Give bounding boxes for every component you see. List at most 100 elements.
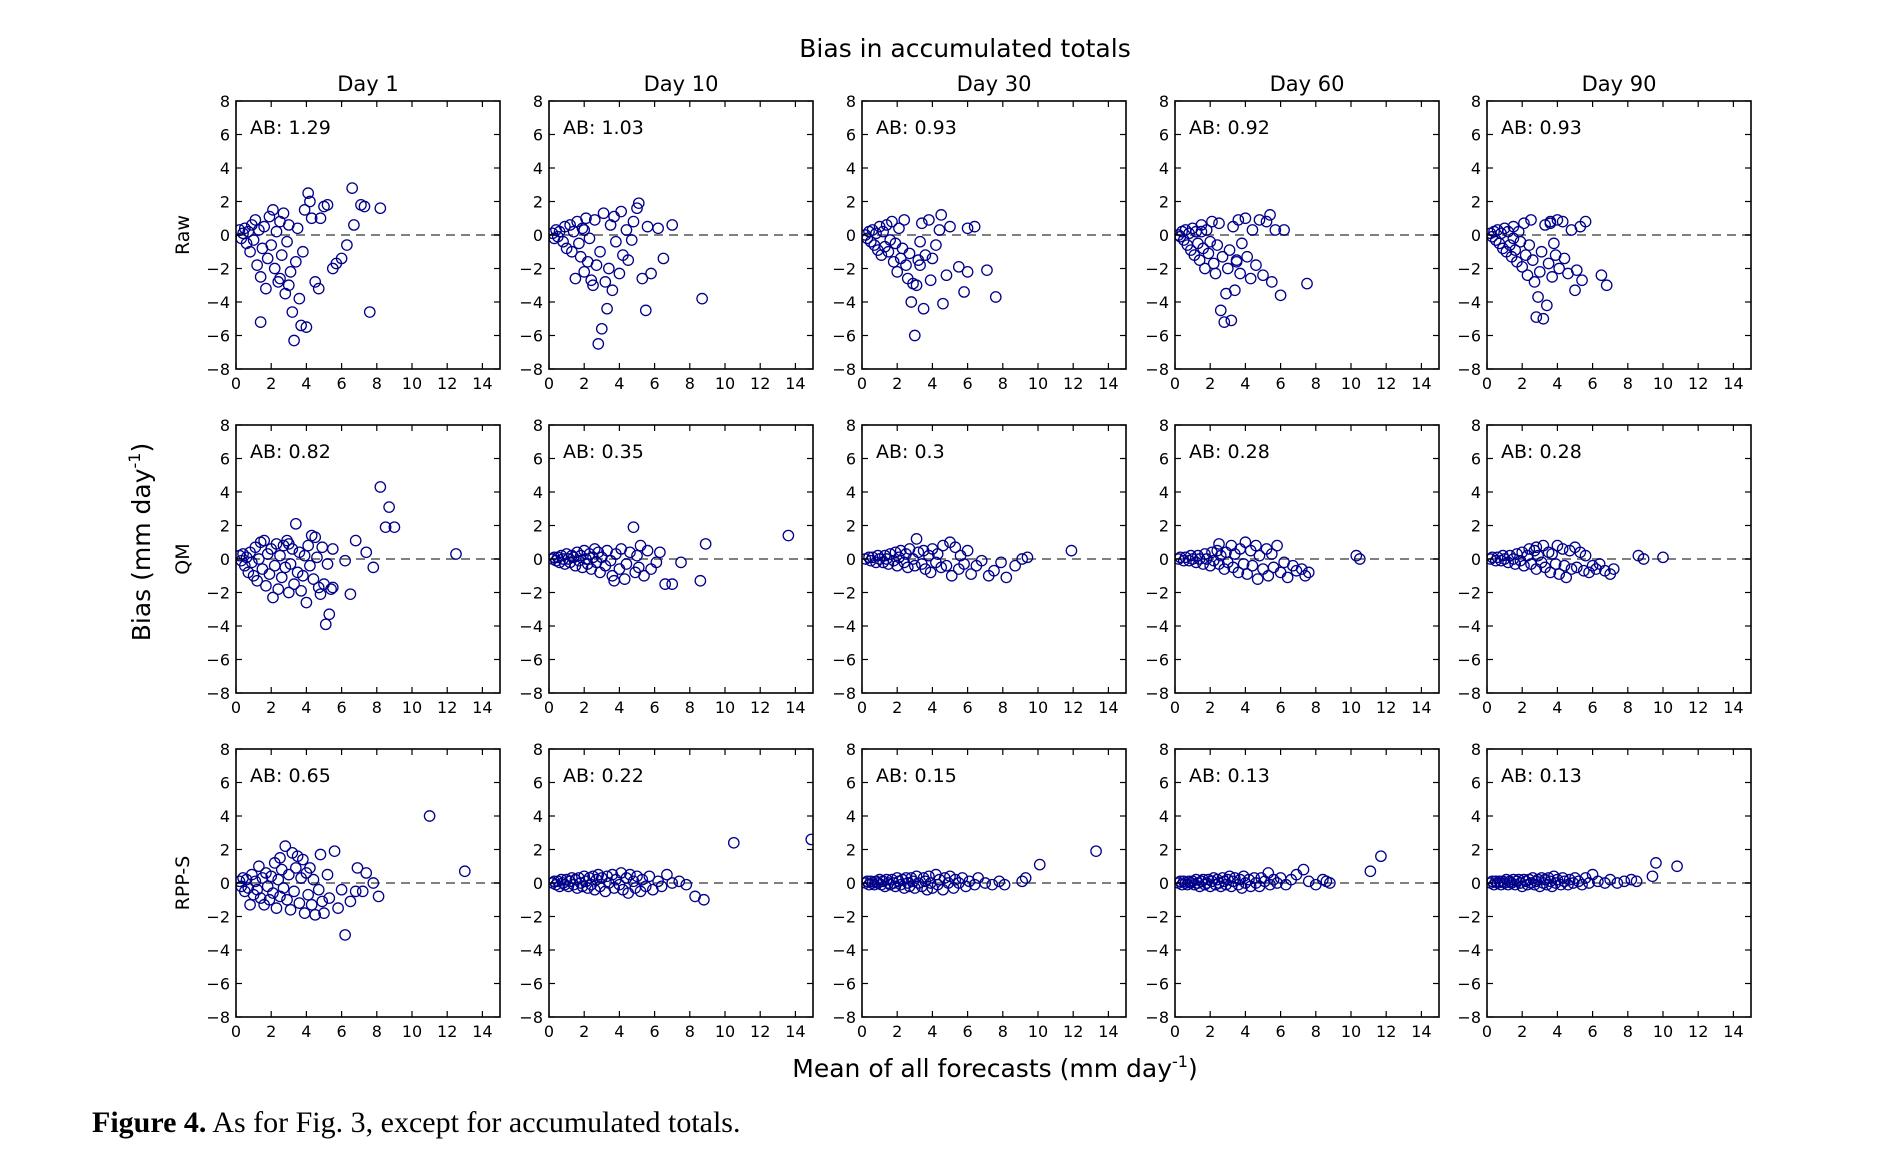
x-tick-label: 8 — [372, 1022, 382, 1041]
ab-annotation: AB: 0.15 — [876, 765, 957, 787]
data-point — [1375, 850, 1387, 863]
y-tick-label: 2 — [846, 517, 856, 536]
data-point — [349, 885, 362, 898]
data-point — [1496, 242, 1509, 255]
data-point — [1234, 267, 1246, 280]
data-point — [1546, 548, 1558, 560]
x-tick-label: 0 — [231, 374, 241, 393]
y-tick-label: 4 — [846, 159, 856, 178]
y-tick-label: −6 — [1145, 651, 1169, 670]
y-tick-label: 4 — [220, 807, 230, 826]
data-point — [727, 836, 740, 849]
data-point — [1558, 875, 1571, 888]
y-tick-label: 2 — [533, 193, 543, 212]
data-point — [1546, 271, 1558, 283]
data-point — [1237, 558, 1250, 570]
data-point — [594, 245, 606, 258]
data-point — [270, 902, 283, 914]
data-point — [1533, 265, 1546, 278]
data-point — [374, 202, 387, 215]
data-point — [254, 271, 267, 283]
data-point — [643, 870, 656, 883]
data-point — [1269, 224, 1282, 236]
data-point — [924, 274, 937, 287]
data-point — [631, 549, 643, 562]
data-point — [263, 210, 276, 223]
y-tick-label: 4 — [533, 807, 543, 826]
x-tick-label: 14 — [472, 1022, 492, 1041]
data-point — [1353, 553, 1366, 565]
data-point — [1248, 872, 1261, 884]
x-tick-label: 2 — [266, 374, 276, 393]
x-tick-label: 2 — [1517, 698, 1527, 717]
plot-frame — [1174, 100, 1440, 370]
data-point — [302, 539, 315, 552]
data-point — [289, 862, 302, 874]
data-point — [910, 533, 923, 545]
data-point — [1260, 215, 1273, 228]
data-point — [587, 870, 599, 883]
y-tick-label: 2 — [533, 517, 543, 536]
y-tick-label: −8 — [1457, 1008, 1481, 1027]
data-point — [680, 878, 693, 891]
data-point — [995, 556, 1007, 569]
x-tick-label: 12 — [1376, 374, 1396, 393]
x-tick-label: 14 — [1411, 1022, 1431, 1041]
x-tick-label: 2 — [892, 698, 902, 717]
y-tick-label: 2 — [220, 193, 230, 212]
data-point — [1504, 549, 1516, 562]
y-tick-label: −4 — [832, 293, 856, 312]
panel-rpp-s-day-90: 0 2 4 6 8 10 12 14 −8 −6 −4 −2 0 2 4 6 8 AB: 0.13 — [1457, 740, 1752, 1041]
data-point — [952, 260, 965, 273]
data-point — [282, 868, 295, 881]
data-point — [1519, 249, 1532, 261]
data-points — [549, 521, 795, 590]
data-point — [631, 202, 643, 215]
data-point — [367, 877, 380, 889]
data-point — [1232, 214, 1245, 226]
data-point — [1262, 867, 1275, 879]
data-point — [627, 521, 640, 534]
data-point — [622, 254, 635, 266]
y-tick-label: −6 — [1457, 975, 1481, 994]
ab-annotation: AB: 0.93 — [876, 117, 957, 139]
x-tick-label: 2 — [892, 374, 902, 393]
panel-qm-day-1: 0 2 4 6 8 10 12 14 −8 −6 −4 −2 0 2 4 6 8 AB: 0.82 — [206, 416, 501, 717]
x-tick-label: 14 — [1723, 1022, 1743, 1041]
data-point — [935, 209, 948, 221]
data-point — [931, 548, 944, 560]
x-tick-label: 4 — [1240, 698, 1250, 717]
data-point — [624, 546, 636, 559]
y-tick-label: 0 — [533, 550, 543, 569]
data-point — [258, 220, 271, 233]
data-point — [1251, 573, 1264, 585]
y-tick-label: −4 — [206, 617, 230, 636]
data-point — [1560, 571, 1573, 584]
data-point — [898, 214, 911, 226]
data-point — [1214, 304, 1227, 317]
y-tick-label: 0 — [1471, 874, 1481, 893]
data-point — [923, 870, 935, 883]
data-point — [1228, 872, 1241, 884]
data-point — [238, 222, 251, 235]
data-point — [295, 584, 307, 597]
data-point — [1021, 551, 1034, 564]
data-point — [1558, 252, 1571, 265]
x-tick-label: 6 — [1276, 374, 1286, 393]
data-point — [1241, 250, 1254, 263]
data-point — [263, 893, 276, 906]
y-tick-label: 4 — [533, 159, 543, 178]
ab-annotation: AB: 1.29 — [250, 117, 331, 139]
data-point — [608, 574, 620, 587]
y-tick-label: 4 — [1159, 159, 1169, 178]
y-tick-label: 6 — [846, 774, 856, 793]
data-point — [1583, 566, 1595, 579]
data-point — [270, 225, 283, 238]
data-point — [1507, 232, 1520, 245]
data-point — [1523, 543, 1536, 555]
data-point — [882, 245, 895, 258]
x-tick-label: 4 — [301, 698, 311, 717]
data-point — [1244, 272, 1257, 285]
data-point — [1179, 551, 1192, 564]
data-point — [1646, 870, 1659, 883]
